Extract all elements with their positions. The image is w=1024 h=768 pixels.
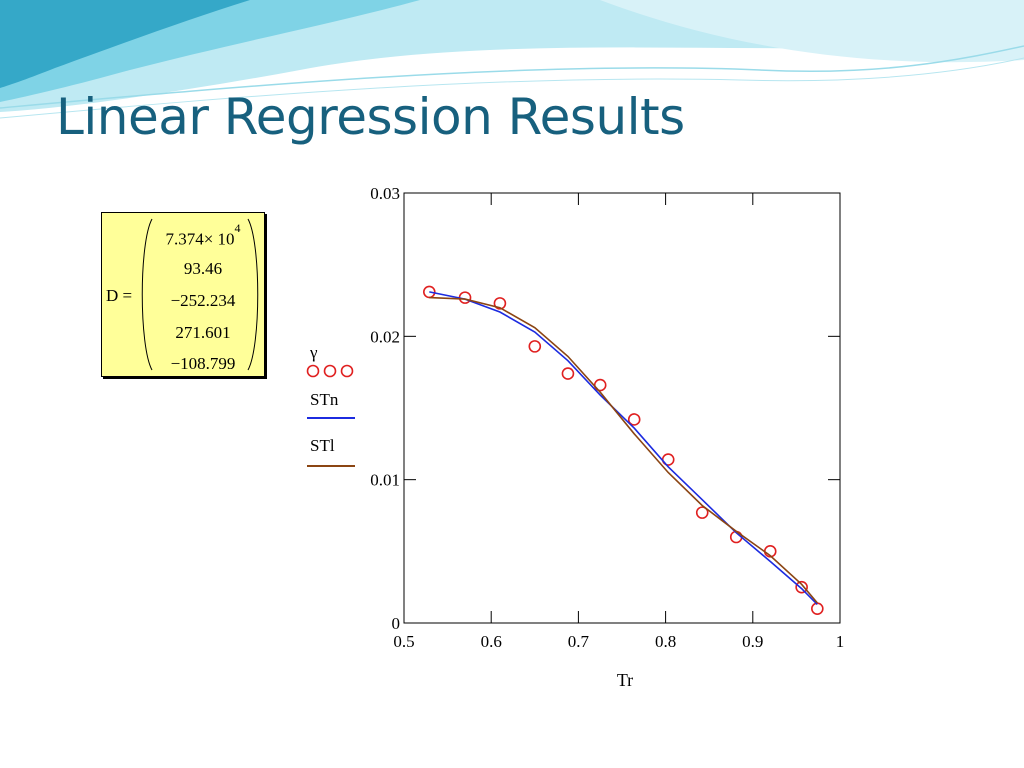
legend-marker-circle — [340, 364, 354, 378]
plot-area: 0.5 0.6 0.7 0.8 0.9 1 0 0.01 0.02 0.03 — [370, 184, 844, 651]
data-point-gamma — [528, 340, 542, 353]
data-point-gamma — [811, 602, 824, 615]
matrix-value-4: 271.601 — [175, 323, 231, 342]
slide-title: Linear Regression Results — [56, 88, 685, 146]
data-point-gamma — [422, 285, 436, 299]
legend-label-gamma: γ — [309, 343, 318, 362]
matrix-result-box: D = 7.374× 104 93.46 −252.234 271.601 −1… — [101, 212, 265, 377]
series-line-stl — [429, 296, 818, 604]
y-tick-label: 0.02 — [370, 327, 400, 346]
series-line-stn — [429, 291, 818, 605]
legend-marker-circle — [323, 364, 337, 378]
x-tick-label: 0.6 — [481, 632, 502, 651]
regression-chart: γ STn STl 0.5 0.6 0.7 0.8 0.9 100.010.020.03 … — [306, 184, 844, 690]
legend-marker-gamma — [306, 364, 354, 378]
data-point-gamma — [795, 580, 808, 594]
matrix-value-5: −108.799 — [170, 354, 236, 373]
matrix-brackets — [141, 218, 259, 371]
plot-frame — [403, 192, 841, 624]
x-tick-label: 1 — [836, 632, 845, 651]
y-tick-label: 0.01 — [370, 471, 400, 490]
y-tick-label: 0 — [392, 614, 401, 633]
legend-label-stn: STn — [310, 390, 339, 409]
matrix-value-1: 7.374× 104 — [165, 221, 241, 249]
x-tick-label: 0.9 — [742, 632, 763, 651]
y-tick-label: 0.03 — [370, 184, 400, 203]
matrix-value-3: −252.234 — [170, 291, 236, 310]
data-point-gamma — [561, 367, 575, 380]
legend-label-stl: STl — [310, 436, 335, 455]
legend-marker-circle — [306, 364, 320, 378]
x-axis-label: Tr — [617, 670, 633, 690]
x-tick-label: 0.8 — [655, 632, 676, 651]
data-point-gamma — [695, 506, 709, 519]
data-point-gamma — [493, 297, 507, 310]
x-tick-label: 0.5 — [393, 632, 414, 651]
x-tick-label: 0.7 — [568, 632, 590, 651]
matrix-value-2: 93.46 — [183, 259, 223, 278]
matrix-label: D = — [106, 286, 133, 305]
chart-legend: γ STn STl — [306, 343, 355, 467]
data-point-gamma — [627, 413, 641, 426]
slide-header-waves — [0, 0, 1024, 119]
